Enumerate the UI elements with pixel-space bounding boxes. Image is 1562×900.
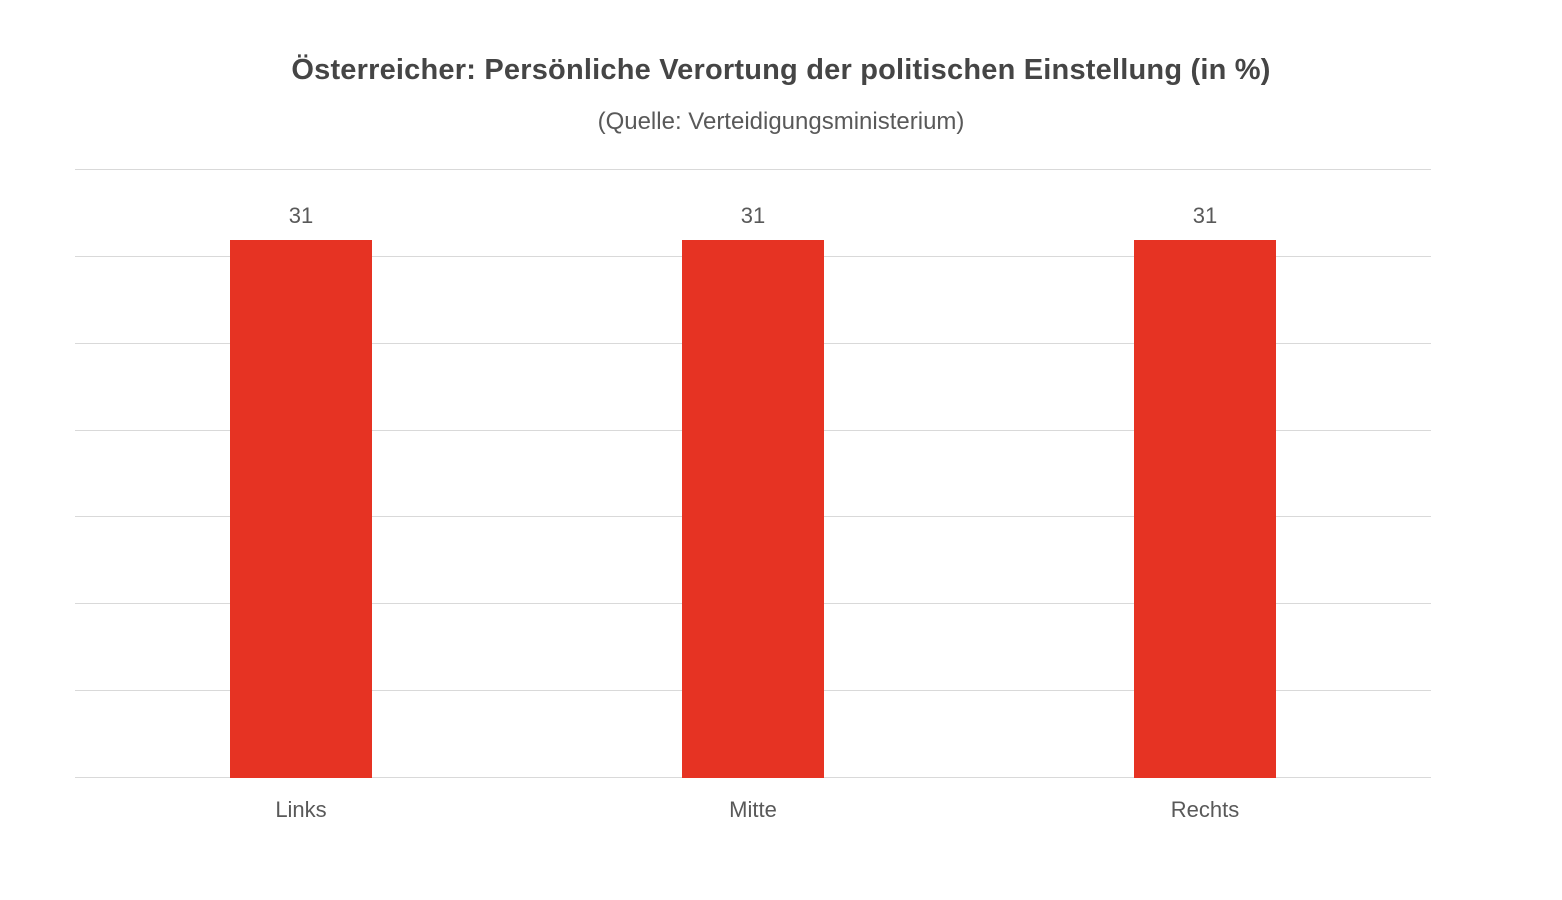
chart-title: Österreicher: Persönliche Verortung der … bbox=[291, 54, 1271, 86]
bar-slot-rechts: 31 bbox=[979, 170, 1431, 778]
bar-slot-links: 31 bbox=[75, 170, 527, 778]
bar-links bbox=[230, 239, 372, 778]
bar-series: 31 31 31 bbox=[75, 170, 1431, 778]
x-axis-labels: Links Mitte Rechts bbox=[75, 797, 1431, 823]
bar-value-label: 31 bbox=[740, 202, 766, 228]
x-axis-label-rechts: Rechts bbox=[1170, 797, 1240, 822]
plot-area: 31 31 31 bbox=[75, 169, 1431, 778]
bar-slot-mitte: 31 bbox=[527, 170, 979, 778]
x-axis-label-links: Links bbox=[275, 797, 327, 822]
bar-mitte bbox=[682, 239, 824, 778]
bar-value-label: 31 bbox=[288, 202, 314, 228]
gridline bbox=[75, 169, 1431, 170]
chart-subtitle: (Quelle: Verteidigungsministerium) bbox=[597, 108, 965, 135]
x-axis-label-mitte: Mitte bbox=[729, 797, 777, 822]
bar-value-label: 31 bbox=[1192, 202, 1218, 228]
bar-rechts bbox=[1134, 239, 1276, 778]
